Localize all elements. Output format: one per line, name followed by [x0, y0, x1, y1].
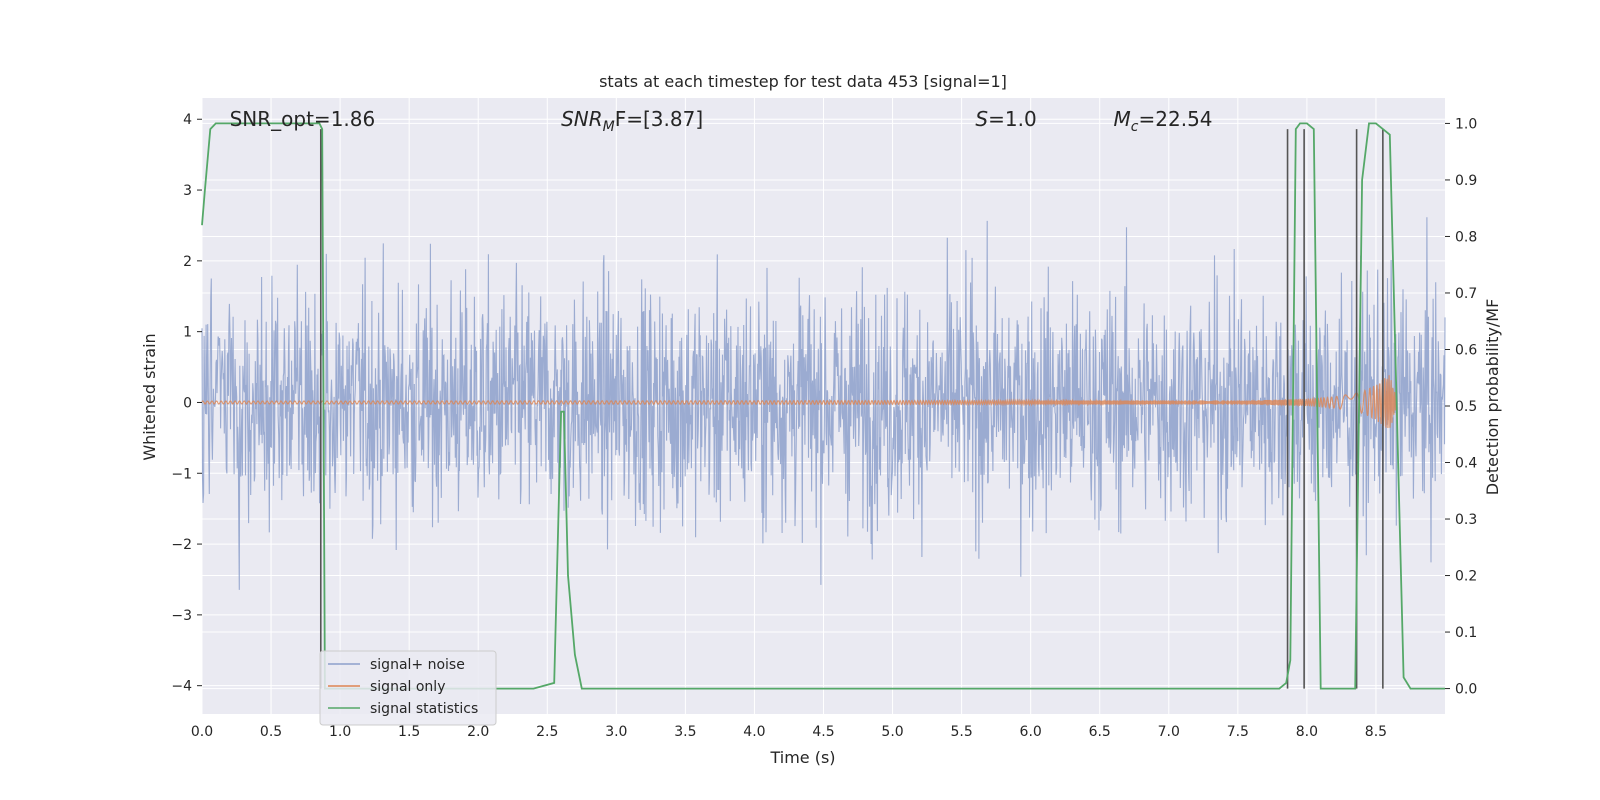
x-tick-label: 0.0	[191, 724, 213, 740]
x-tick-label: 5.0	[881, 724, 903, 740]
y-tick-label: 0	[183, 395, 192, 411]
y2-tick-label: 0.0	[1455, 682, 1477, 698]
annotation-snr-mf: SNRMF=[3.87]	[561, 107, 703, 135]
y2-tick-label: 0.8	[1455, 229, 1477, 245]
y-tick-label: 4	[183, 112, 192, 128]
x-tick-label: 7.5	[1227, 724, 1249, 740]
legend-label-noise: signal+ noise	[370, 657, 465, 673]
x-tick-label: 6.5	[1089, 724, 1111, 740]
x-tick-label: 1.0	[329, 724, 351, 740]
x-tick-label: 0.5	[260, 724, 282, 740]
y2-tick-label: 0.5	[1455, 399, 1477, 415]
y2-tick-label: 1.0	[1455, 116, 1477, 132]
x-tick-label: 5.5	[950, 724, 972, 740]
x-axis-ticks: 0.0 0.5 1.0 1.5 2.0 2.5 3.0 3.5 4.0 4.5 5.0 5.5 6.0 6…	[191, 724, 1387, 740]
y2-tick-label: 0.9	[1455, 173, 1477, 189]
annotation-s: S=1.0	[975, 107, 1036, 131]
x-tick-label: 3.0	[605, 724, 627, 740]
x-tick-label: 8.0	[1296, 724, 1318, 740]
y2-axis-label: Detection probability/MF	[1483, 299, 1502, 496]
y-tick-label: −2	[171, 537, 192, 553]
x-axis-label: Time (s)	[769, 748, 835, 767]
annotation-mc: Mc=22.54	[1114, 107, 1213, 135]
y-tick-label: −3	[171, 608, 192, 624]
legend-label-signal: signal only	[370, 679, 445, 695]
y2-tick-label: 0.3	[1455, 512, 1477, 528]
y-tick-label: 3	[183, 183, 192, 199]
annotations: SNR_opt=1.86 SNRMF=[3.87] S=1.0 Mc=22.54	[230, 107, 1213, 135]
y2-tick-label: 0.4	[1455, 456, 1477, 472]
y-tick-label: 1	[183, 325, 192, 341]
x-tick-label: 4.5	[812, 724, 834, 740]
x-tick-label: 2.5	[536, 724, 558, 740]
x-tick-label: 8.5	[1365, 724, 1387, 740]
stats-trace	[201, 122, 1445, 690]
y-axis-label: Whitened strain	[140, 333, 159, 460]
annotation-snr-opt: SNR_opt=1.86	[230, 107, 376, 131]
signal-trace	[201, 375, 1398, 429]
series-signal-statistics	[201, 122, 1445, 690]
y-tick-label: 2	[183, 254, 192, 270]
series-signal-noise	[201, 217, 1446, 590]
y2-axis-ticks: 0.0 0.1 0.2 0.3 0.4 0.5 0.6 0.7 0.8 0.9 1.0	[1445, 116, 1477, 698]
x-tick-label: 1.5	[398, 724, 420, 740]
y2-tick-label: 0.7	[1455, 286, 1477, 302]
noise-trace	[201, 217, 1446, 590]
legend-box	[319, 650, 497, 726]
series-signal-only	[201, 375, 1398, 429]
legend: signal+ noise signal only signal statist…	[319, 650, 497, 726]
y-axis-ticks: −4 −3 −2 −1 0 1 2 3 4	[171, 112, 202, 695]
y2-tick-label: 0.1	[1455, 625, 1477, 641]
y2-tick-label: 0.6	[1455, 342, 1477, 358]
grid	[201, 98, 1445, 714]
x-tick-label: 2.0	[467, 724, 489, 740]
x-tick-label: 6.0	[1020, 724, 1042, 740]
x-tick-label: 4.0	[743, 724, 765, 740]
legend-label-stats: signal statistics	[370, 701, 478, 717]
y-tick-label: −4	[171, 679, 192, 695]
y2-tick-label: 0.2	[1455, 569, 1477, 585]
chart-title: stats at each timestep for test data 453…	[599, 72, 1007, 91]
x-tick-label: 3.5	[674, 724, 696, 740]
x-tick-label: 7.0	[1158, 724, 1180, 740]
y-tick-label: −1	[171, 466, 192, 482]
